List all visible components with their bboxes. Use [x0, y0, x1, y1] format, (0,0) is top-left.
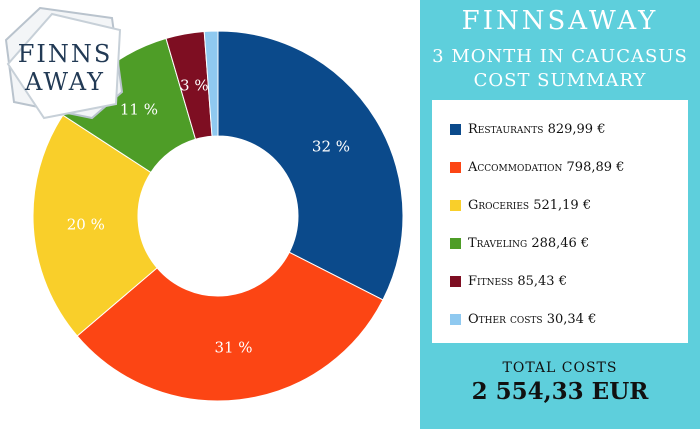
finnsaway-logo: FINNS AWAY	[4, 6, 124, 120]
donut-slice-accommodation	[76, 251, 384, 402]
donut-slice-groceries	[32, 114, 158, 337]
legend-item-groceries: Groceries 521,19 €	[450, 195, 591, 215]
legend-swatch	[450, 123, 461, 135]
slice-label-traveling: 11 %	[120, 101, 158, 119]
logo-text-line1: FINNS	[18, 40, 113, 68]
legend-value: 521,19 €	[533, 197, 592, 213]
brand-title: FINNSAWAY	[461, 6, 659, 36]
legend-label: Fitness	[468, 273, 514, 289]
subtitle-line-1: 3 month in Caucasus	[432, 46, 688, 67]
legend-value: 85,43 €	[517, 273, 567, 289]
slice-label-groceries: 20 %	[67, 216, 105, 234]
slice-label-accommodation: 31 %	[214, 339, 252, 357]
legend-value: 288,46 €	[531, 235, 590, 251]
legend-item-accommodation: Accommodation 798,89 €	[450, 157, 624, 177]
legend-label: Traveling	[468, 235, 528, 251]
summary-panel: FINNSAWAY 3 month in Caucasus Cost summa…	[420, 0, 700, 429]
logo-text-line2: AWAY	[24, 68, 105, 96]
slice-label-restaurants: 32 %	[312, 138, 350, 156]
legend-label: Other costs	[468, 311, 543, 327]
legend-swatch	[450, 161, 461, 173]
donut-slice-restaurants	[217, 30, 404, 301]
legend: Restaurants 829,99 € Accommodation 798,8…	[432, 100, 688, 343]
legend-item-fitness: Fitness 85,43 €	[450, 271, 567, 291]
donut-chart: 32 % 31 % 20 % 11 % 3 % FINNS AWAY	[4, 6, 404, 402]
legend-value: 829,99 €	[547, 121, 606, 137]
legend-item-other-costs: Other costs 30,34 €	[450, 309, 596, 329]
total-costs-label: TOTAL COSTS	[502, 360, 618, 376]
legend-label: Accommodation	[468, 159, 563, 175]
slice-label-fitness: 3 %	[180, 77, 209, 95]
legend-value: 798,89 €	[566, 159, 625, 175]
donut-chart-svg: 32 % 31 % 20 % 11 % 3 %	[32, 30, 404, 402]
legend-swatch	[450, 313, 461, 325]
legend-label: Groceries	[468, 197, 530, 213]
subtitle-line-2: Cost summary	[473, 70, 647, 91]
total-costs-value: 2 554,33 EUR	[471, 378, 649, 405]
legend-swatch	[450, 199, 461, 211]
legend-value: 30,34 €	[546, 311, 597, 327]
legend-label: Restaurants	[468, 121, 544, 137]
donut-slice-other-costs	[203, 30, 219, 137]
legend-item-traveling: Traveling 288,46 €	[450, 233, 589, 253]
legend-item-restaurants: Restaurants 829,99 €	[450, 119, 605, 139]
legend-swatch	[450, 275, 461, 287]
legend-swatch	[450, 237, 461, 249]
